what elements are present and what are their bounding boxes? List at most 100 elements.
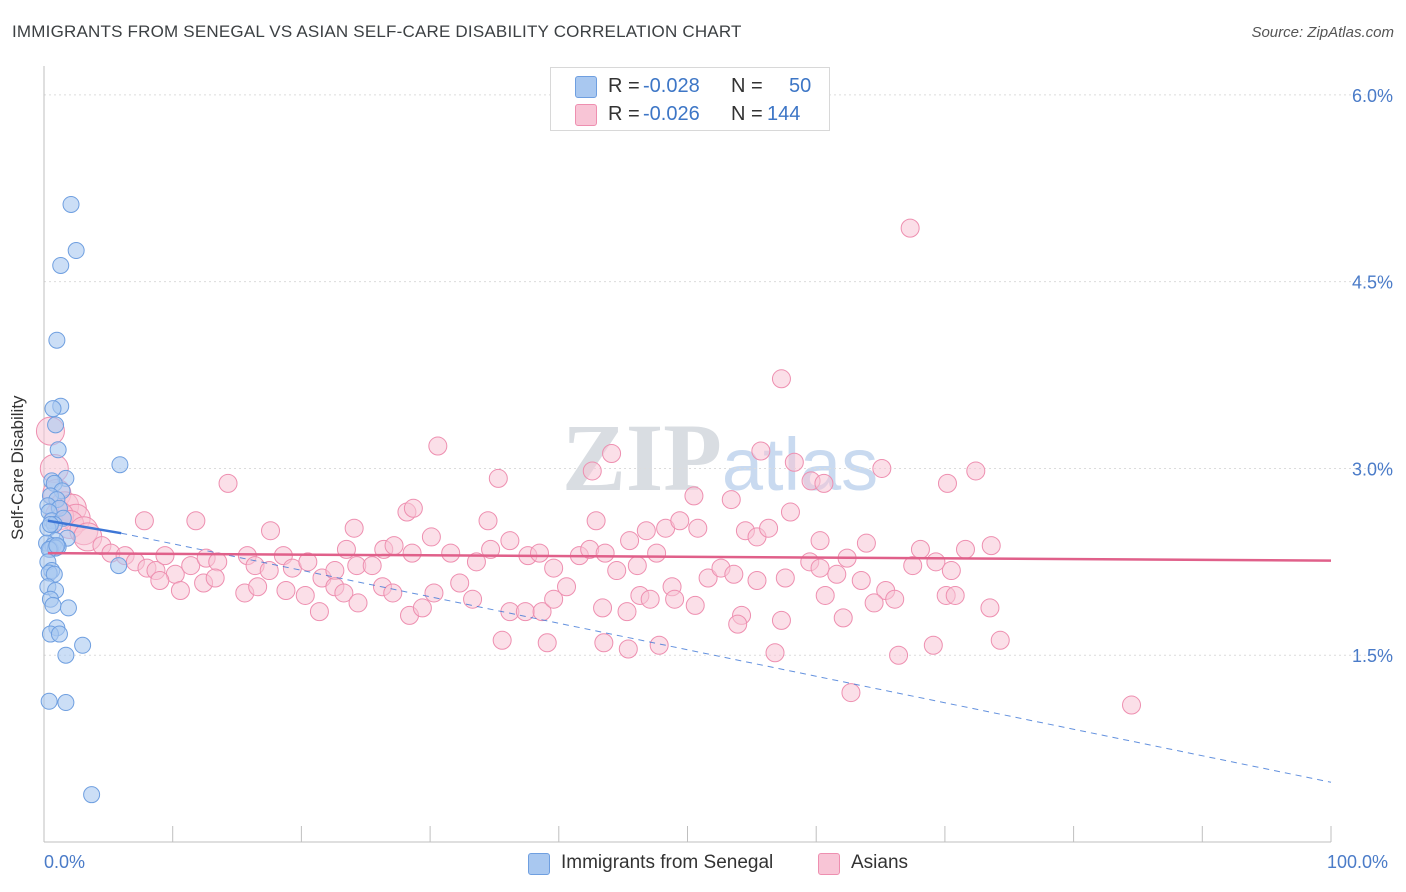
legend-label-asians: Asians [851, 852, 909, 873]
asians-legend-swatch [818, 853, 840, 875]
senegal-point [57, 694, 75, 712]
asians-point [309, 602, 329, 622]
asians-point [728, 614, 748, 634]
asians-point [765, 643, 785, 663]
asians-point [815, 585, 835, 605]
asians-point [402, 543, 422, 563]
asians-point [466, 552, 486, 572]
asians-point [670, 511, 690, 531]
n-value: 50 [789, 75, 812, 97]
asians-point [771, 369, 791, 389]
senegal-point [49, 441, 67, 459]
asians-point [532, 602, 552, 622]
source-label: Source: ZipAtlas.com [1251, 24, 1394, 41]
asians-point [537, 633, 557, 653]
asians-point [582, 461, 602, 481]
asians-point [248, 577, 268, 597]
asians-point [298, 552, 318, 572]
asians-point [478, 511, 498, 531]
y-tick-label: 1.5% [1352, 646, 1393, 666]
asians-point [780, 502, 800, 522]
senegal-point [67, 242, 85, 260]
asians-point [500, 531, 520, 551]
asians-point [775, 568, 795, 588]
chart-title: IMMIGRANTS FROM SENEGAL VS ASIAN SELF-CA… [12, 22, 742, 41]
asians-point [872, 458, 892, 478]
asians-point [529, 543, 549, 563]
senegal-point [59, 599, 77, 617]
asians-point [851, 571, 871, 591]
y-axis-label: Self-Care Disability [8, 395, 27, 540]
asians-point [627, 556, 647, 576]
asians-point [945, 585, 965, 605]
senegal-point [83, 786, 101, 804]
asians-point [640, 589, 660, 609]
asians-point [771, 610, 791, 630]
asians-point [955, 539, 975, 559]
senegal-point [50, 625, 68, 643]
senegal-trend-extension [121, 532, 1332, 783]
asians-point [421, 527, 441, 547]
asians-swatch [575, 104, 597, 126]
asians-point [344, 518, 364, 538]
senegal-point [52, 256, 70, 274]
asians-point [923, 635, 943, 655]
asians-point [814, 473, 834, 493]
x-tick-label-max: 100.0% [1327, 852, 1389, 872]
asians-point [685, 595, 705, 615]
asians-point [833, 608, 853, 628]
asians-point [492, 630, 512, 650]
asians-point [134, 511, 154, 531]
r-value: -0.026 [643, 103, 700, 125]
asians-point [910, 539, 930, 559]
asians-point [721, 490, 741, 510]
legend-label-senegal: Immigrants from Senegal [561, 852, 774, 873]
asians-point [618, 639, 638, 659]
senegal-legend-swatch [528, 853, 550, 875]
asians-point [348, 593, 368, 613]
asians-point [751, 441, 771, 461]
senegal-point [40, 692, 58, 710]
asians-point [441, 543, 461, 563]
asians-point [276, 580, 296, 600]
asians-point [481, 539, 501, 559]
senegal-swatch [575, 76, 597, 98]
asians-point [856, 533, 876, 553]
asians-point [620, 531, 640, 551]
n-value: 144 [767, 103, 801, 125]
asians-point [747, 571, 767, 591]
asians-point [810, 558, 830, 578]
asians-point [889, 645, 909, 665]
senegal-point [47, 416, 65, 434]
asians-point [383, 583, 403, 603]
asians-point [759, 518, 779, 538]
asians-point [450, 573, 470, 593]
asians-point [684, 486, 704, 506]
n-label: N = [731, 103, 763, 125]
asians-point [155, 546, 175, 566]
asians-point [488, 468, 508, 488]
asians-point [784, 452, 804, 472]
senegal-point [57, 646, 75, 664]
r-value: -0.028 [643, 75, 700, 97]
asians-point [186, 511, 206, 531]
senegal-point [44, 400, 62, 418]
y-tick-label: 3.0% [1352, 459, 1393, 479]
y-tick-label: 6.0% [1352, 86, 1393, 106]
senegal-point [44, 596, 62, 614]
asians-point [1122, 695, 1142, 715]
asians-point [261, 521, 281, 541]
asians-point [334, 583, 354, 603]
asians-point [295, 585, 315, 605]
asians-point [595, 543, 615, 563]
asians-point [594, 633, 614, 653]
asians-point [586, 511, 606, 531]
senegal-point [110, 557, 128, 575]
asians-point [885, 589, 905, 609]
asians-point [903, 556, 923, 576]
senegal-point [111, 456, 129, 474]
stats-legend: R = -0.028 N = 50 R = -0.026 N = 144 [550, 67, 830, 131]
asians-point [205, 568, 225, 588]
senegal-trend-line [47, 519, 122, 535]
